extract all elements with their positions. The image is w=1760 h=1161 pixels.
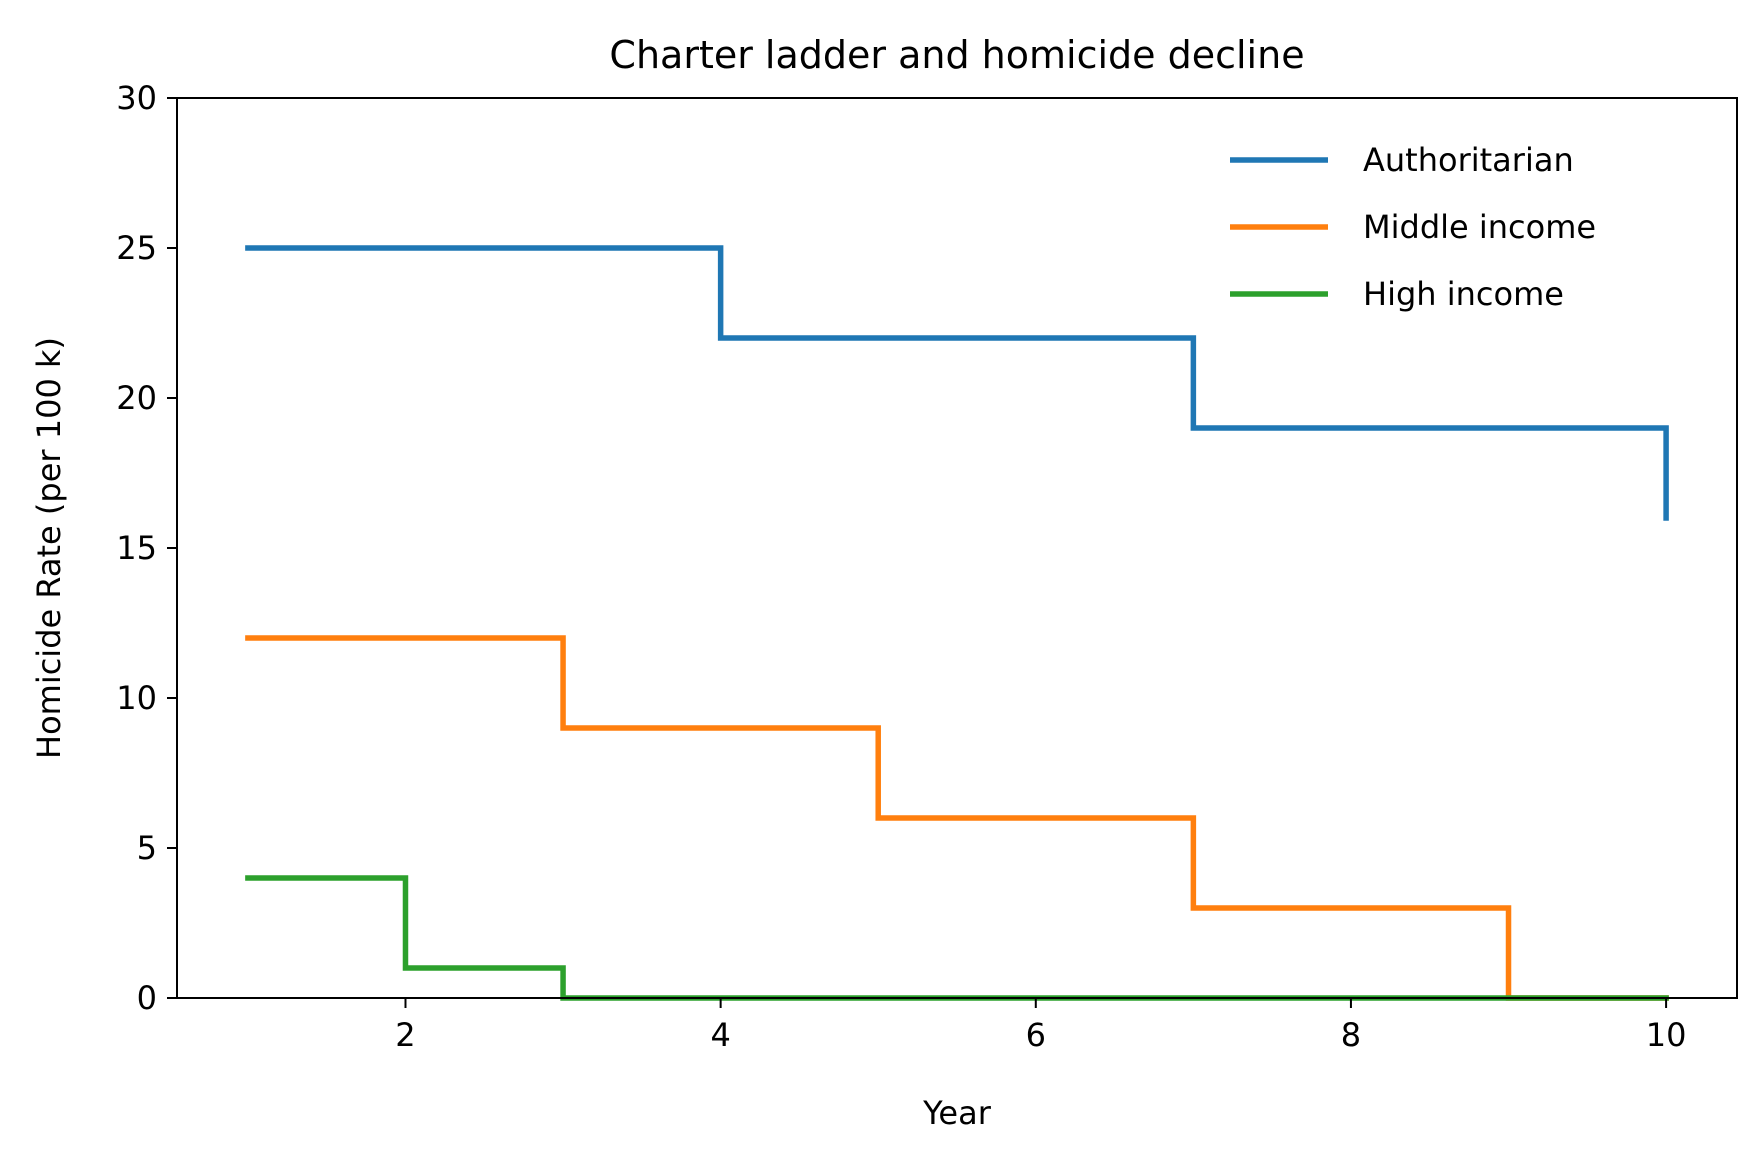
- x-tick-label: 6: [1026, 1016, 1046, 1054]
- y-tick-label: 25: [116, 229, 157, 267]
- y-tick-label: 30: [116, 79, 157, 117]
- series-line-1: [245, 635, 1669, 1001]
- legend-label-0: Authoritarian: [1363, 141, 1574, 179]
- x-tick-label: 2: [395, 1016, 415, 1054]
- legend: Authoritarian Middle income High income: [1230, 141, 1596, 313]
- x-tick-label: 4: [710, 1016, 730, 1054]
- y-tick-label: 15: [116, 529, 157, 567]
- y-axis-ticks: 0 5 10 15 20 25 30: [116, 79, 177, 1017]
- legend-label-2: High income: [1363, 275, 1564, 313]
- chart-title: Charter ladder and homicide decline: [609, 33, 1304, 77]
- y-tick-label: 10: [116, 679, 157, 717]
- y-tick-label: 0: [137, 979, 157, 1017]
- series-line-0: [245, 245, 1669, 521]
- series-line-2: [245, 875, 1669, 1001]
- x-axis-label: Year: [922, 1094, 992, 1132]
- y-tick-label: 5: [137, 829, 157, 867]
- x-axis-ticks: 2 4 6 8 10: [395, 998, 1686, 1054]
- legend-label-1: Middle income: [1363, 208, 1596, 246]
- x-tick-label: 8: [1341, 1016, 1361, 1054]
- y-tick-label: 20: [116, 379, 157, 417]
- x-tick-label: 10: [1646, 1016, 1687, 1054]
- plot-lines: [245, 245, 1669, 1001]
- y-axis-label: Homicide Rate (per 100 k): [30, 337, 68, 759]
